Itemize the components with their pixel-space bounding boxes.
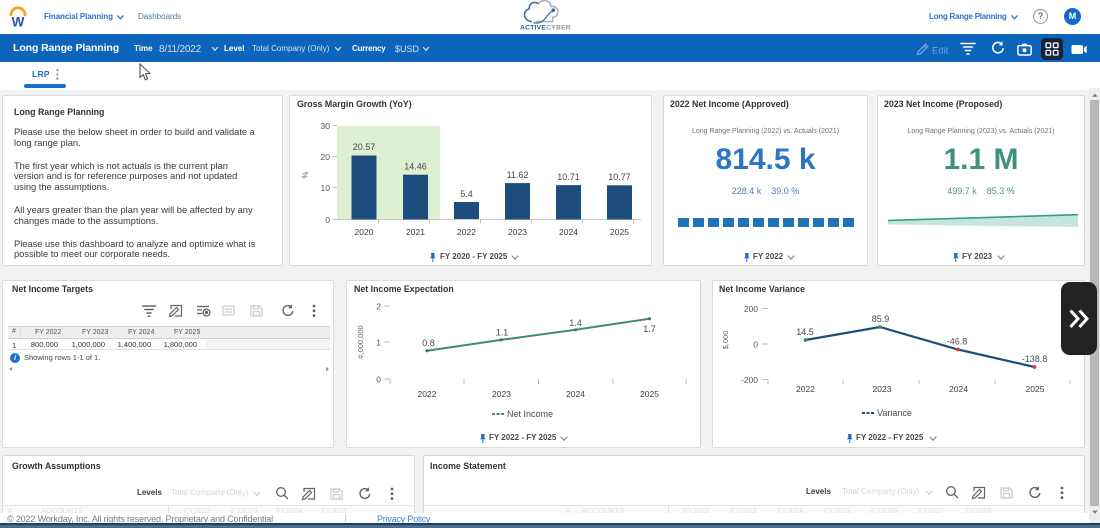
svg-text:200: 200 [744,304,758,314]
svg-text:10.77: 10.77 [608,172,631,182]
svg-text:10.71: 10.71 [557,172,580,182]
svg-text:W: W [12,15,25,29]
svg-text:10: 10 [321,183,331,193]
svg-text:0: 0 [376,375,381,385]
svg-text:-46.8: -46.8 [947,337,968,347]
svg-text:2022: 2022 [418,389,437,399]
svg-text:1.7: 1.7 [643,324,656,334]
svg-text:0: 0 [753,340,758,350]
svg-text:2024: 2024 [566,389,585,399]
svg-text:-200: -200 [741,375,758,385]
svg-text:2023: 2023 [873,384,892,394]
svg-text:#,000,000: #,000,000 [356,325,365,358]
svg-text:5.4: 5.4 [460,189,473,199]
svg-text:Net Income: Net Income [507,409,553,419]
svg-text:20: 20 [321,152,331,162]
svg-text:2: 2 [376,302,381,312]
svg-text:Edit: Edit [932,46,949,57]
svg-text:1.4: 1.4 [569,318,582,328]
svg-text:2025: 2025 [610,227,629,237]
svg-text:14.46: 14.46 [404,162,427,172]
svg-text:ACTIVECYBER: ACTIVECYBER [520,25,571,32]
svg-text:2022: 2022 [796,384,815,394]
svg-text:2020: 2020 [355,227,374,237]
svg-text:-138.8: -138.8 [1022,354,1048,364]
svg-text:Variance: Variance [877,408,912,418]
svg-text:2025: 2025 [1026,384,1045,394]
svg-text:30: 30 [321,121,331,131]
svg-text:0.8: 0.8 [422,338,435,348]
svg-text:2021: 2021 [406,227,425,237]
svg-text:20.57: 20.57 [353,142,376,152]
svg-text:2025: 2025 [640,389,659,399]
svg-text:2024: 2024 [559,227,578,237]
svg-text:$,000: $,000 [721,331,730,350]
svg-text:2022: 2022 [457,227,476,237]
svg-text:1.1: 1.1 [496,328,509,338]
svg-text:2023: 2023 [508,227,527,237]
svg-text:%: % [301,171,310,178]
svg-text:1: 1 [376,338,381,348]
svg-text:11.62: 11.62 [507,170,529,180]
svg-text:0: 0 [325,215,330,225]
svg-text:2024: 2024 [949,384,968,394]
svg-text:2023: 2023 [492,389,511,399]
svg-text:14.5: 14.5 [796,327,814,337]
svg-text:85.9: 85.9 [872,314,890,324]
